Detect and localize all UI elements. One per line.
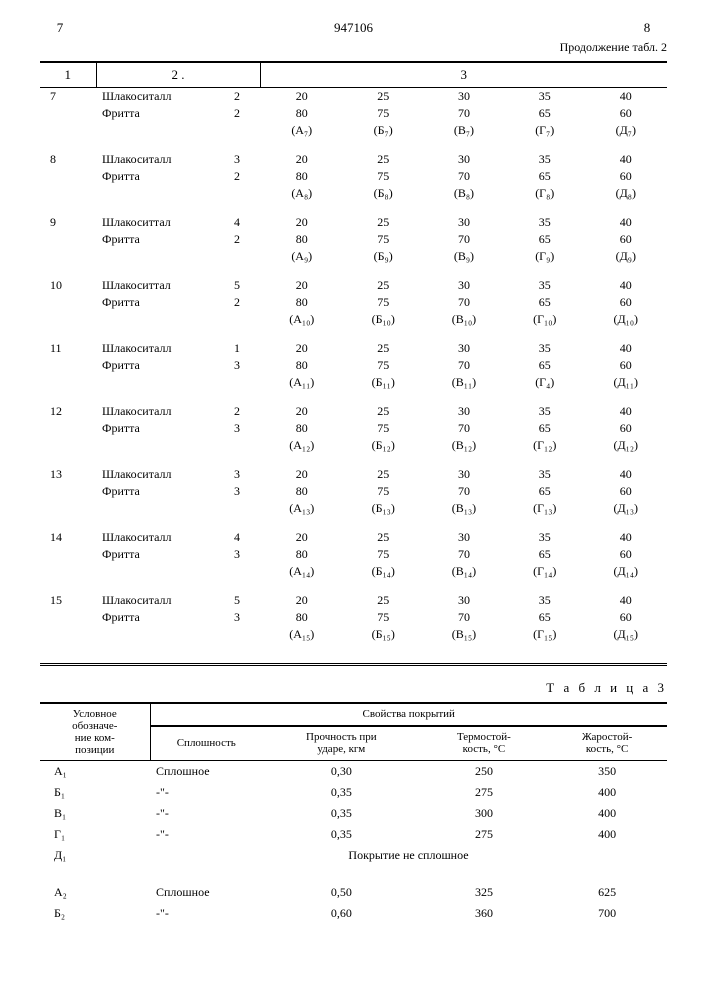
table-row: 10Шлакоситтал52025303540 bbox=[40, 277, 667, 294]
table-row: 12Шлакоситалл22025303540 bbox=[40, 403, 667, 420]
table-row: Фритта28075706560 bbox=[40, 294, 667, 311]
t3-head-c4: Термостой- кость, °С bbox=[421, 726, 548, 761]
table-row bbox=[40, 866, 667, 882]
table3-title: Т а б л и ц а 3 bbox=[40, 680, 667, 696]
table-row: А₁Сплошное0,30250350 bbox=[40, 761, 667, 783]
table-row: (А₁₄)(Б₁₄)(В₁₄)(Г₁₄)(Д₁₄) bbox=[40, 563, 667, 580]
t3-head-col1: Условное обозначе- ние ком- позиции bbox=[40, 703, 150, 761]
table-row: (А₉)(Б₉)(В₉)(Г₉)(Д₉) bbox=[40, 248, 667, 265]
t3-head-span: Свойства покрытий bbox=[150, 703, 667, 726]
table-row: (А₈)(Б₈)(В₈)(Г₈)(Д₈) bbox=[40, 185, 667, 202]
table-row: (А₇)(Б₇)(В₇)(Г₇)(Д₇) bbox=[40, 122, 667, 139]
page-header: 7 947106 8 bbox=[40, 20, 667, 36]
doc-number: 947106 bbox=[80, 20, 627, 36]
table-row: 11Шлакоситалл12025303540 bbox=[40, 340, 667, 357]
table-row: 14Шлакоситалл42025303540 bbox=[40, 529, 667, 546]
table-row: Б₂-"-0,60360700 bbox=[40, 903, 667, 924]
table-row: 13Шлакоситалл32025303540 bbox=[40, 466, 667, 483]
table-row: (А₁₃)(Б₁₃)(В₁₃)(Г₁₃)(Д₁₃) bbox=[40, 500, 667, 517]
table-row: (А₁₁)(Б₁₁)(В₁₁)(Г₄)(Д₁₁) bbox=[40, 374, 667, 391]
table-row: Фритта28075706560 bbox=[40, 105, 667, 122]
table-row: Фритта38075706560 bbox=[40, 420, 667, 437]
page-left: 7 bbox=[40, 20, 80, 36]
table-row: В₁-"-0,35300400 bbox=[40, 803, 667, 824]
table-row: (А₁₂)(Б₁₂)(В₁₂)(Г₁₂)(Д₁₂) bbox=[40, 437, 667, 454]
table-row: 8Шлакоситалл32025303540 bbox=[40, 151, 667, 168]
t3-head-c5: Жаростой- кость, °С bbox=[547, 726, 667, 761]
table-3: Условное обозначе- ние ком- позиции Свой… bbox=[40, 702, 667, 924]
table2-continuation: Продолжение табл. 2 bbox=[40, 40, 667, 55]
table-row: 7Шлакоситалл22025303540 bbox=[40, 88, 667, 106]
table-row: 9Шлакоситтал42025303540 bbox=[40, 214, 667, 231]
page-right: 8 bbox=[627, 20, 667, 36]
table-row: А₂Сплошное0,50325625 bbox=[40, 882, 667, 903]
table-row: Фритта28075706560 bbox=[40, 231, 667, 248]
table2-bottom-rule bbox=[40, 663, 667, 666]
table2-header-row: 1 2 . 3 bbox=[40, 62, 667, 88]
table-row: Г₁-"-0,35275400 bbox=[40, 824, 667, 845]
table-row: Фритта38075706560 bbox=[40, 357, 667, 374]
table2-head-2: 2 . bbox=[96, 62, 260, 88]
table-2: 1 2 . 3 7Шлакоситалл22025303540Фритта280… bbox=[40, 61, 667, 655]
table-row: Д₁Покрытие не сплошное bbox=[40, 845, 667, 866]
t3-head-c3: Прочность при ударе, кгм bbox=[262, 726, 421, 761]
table2-head-3: 3 bbox=[260, 62, 667, 88]
table-row: (А₁₀)(Б₁₀)(В₁₀)(Г₁₀)(Д₁₀) bbox=[40, 311, 667, 328]
table-row: (А₁₅)(Б₁₅)(В₁₅)(Г₁₅)(Д₁₅) bbox=[40, 626, 667, 643]
table-row: Фритта38075706560 bbox=[40, 483, 667, 500]
table3-header-row1: Условное обозначе- ние ком- позиции Свой… bbox=[40, 703, 667, 726]
t3-head-c2: Сплошность bbox=[150, 726, 262, 761]
table-row: Фритта38075706560 bbox=[40, 609, 667, 626]
table2-head-1: 1 bbox=[40, 62, 96, 88]
table-row: Фритта28075706560 bbox=[40, 168, 667, 185]
table-row: Б₁-"-0,35275400 bbox=[40, 782, 667, 803]
table-row: Фритта38075706560 bbox=[40, 546, 667, 563]
table-row: 15Шлакоситалл52025303540 bbox=[40, 592, 667, 609]
